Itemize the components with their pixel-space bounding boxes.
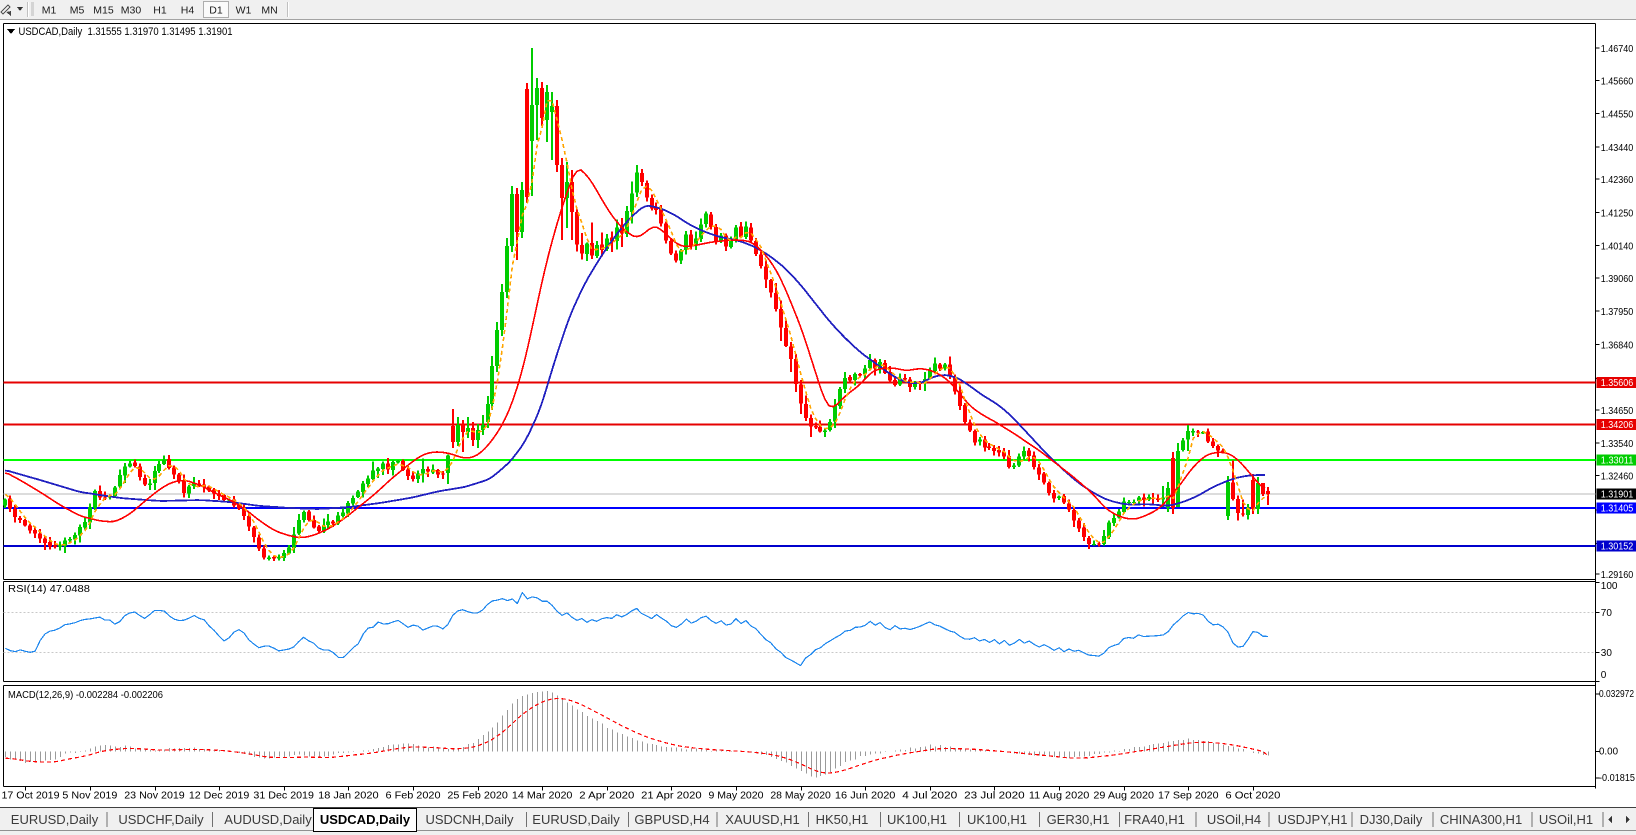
svg-text:9 May 2020: 9 May 2020: [709, 791, 764, 802]
svg-text:M30: M30: [121, 5, 142, 17]
svg-text:MN: MN: [261, 5, 277, 17]
svg-text:1.39060: 1.39060: [1601, 274, 1634, 285]
svg-text:1.31405: 1.31405: [1601, 504, 1634, 515]
svg-text:MACD(12,26,9) -0.002284 -0.002: MACD(12,26,9) -0.002284 -0.002206: [8, 690, 163, 701]
svg-text:21 Apr 2020: 21 Apr 2020: [641, 791, 702, 802]
svg-text:17 Sep 2020: 17 Sep 2020: [1158, 791, 1219, 802]
svg-text:30: 30: [1601, 648, 1613, 659]
svg-text:USOil,H1: USOil,H1: [1539, 812, 1593, 827]
svg-text:1.45660: 1.45660: [1601, 76, 1634, 87]
svg-text:UK100,H1: UK100,H1: [967, 812, 1027, 827]
svg-text:16 Jun 2020: 16 Jun 2020: [835, 791, 896, 802]
svg-text:11 Aug 2020: 11 Aug 2020: [1029, 791, 1090, 802]
svg-text:0.00: 0.00: [1599, 747, 1618, 758]
svg-text:1.33011: 1.33011: [1601, 456, 1634, 467]
svg-text:1.34206: 1.34206: [1601, 420, 1634, 431]
svg-text:AUDUSD,Daily: AUDUSD,Daily: [224, 812, 312, 827]
svg-text:1.40140: 1.40140: [1601, 242, 1634, 253]
svg-text:USOil,H4: USOil,H4: [1207, 812, 1261, 827]
svg-text:CHINA300,H1: CHINA300,H1: [1440, 812, 1522, 827]
svg-text:1.29160: 1.29160: [1601, 570, 1634, 581]
svg-text:28 May 2020: 28 May 2020: [770, 791, 831, 802]
svg-text:18 Jan 2020: 18 Jan 2020: [318, 791, 379, 802]
svg-text:23 Nov 2019: 23 Nov 2019: [124, 791, 185, 802]
svg-text:EURUSD,Daily: EURUSD,Daily: [11, 812, 99, 827]
svg-text:1.35606: 1.35606: [1601, 378, 1634, 389]
svg-text:H1: H1: [153, 5, 167, 17]
svg-text:M15: M15: [93, 5, 114, 17]
svg-text:6 Oct 2020: 6 Oct 2020: [1225, 791, 1280, 802]
svg-text:FRA40,H1: FRA40,H1: [1124, 812, 1185, 827]
svg-text:USDJPY,H1: USDJPY,H1: [1278, 812, 1348, 827]
svg-text:1.46740: 1.46740: [1601, 44, 1634, 55]
svg-text:0: 0: [1601, 670, 1607, 681]
svg-text:14 Mar 2020: 14 Mar 2020: [512, 791, 573, 802]
svg-text:USDCNH,Daily: USDCNH,Daily: [425, 812, 514, 827]
svg-text:31 Dec 2019: 31 Dec 2019: [253, 791, 314, 802]
svg-text:DJ30,Daily: DJ30,Daily: [1360, 812, 1423, 827]
svg-text:1.36840: 1.36840: [1601, 340, 1634, 351]
svg-text:1.44550: 1.44550: [1601, 110, 1634, 121]
svg-text:1.31901: 1.31901: [1601, 489, 1634, 500]
svg-text:1.41250: 1.41250: [1601, 208, 1634, 219]
svg-text:M1: M1: [42, 5, 57, 17]
svg-text:XAUUSD,H1: XAUUSD,H1: [725, 812, 799, 827]
svg-text:25 Feb 2020: 25 Feb 2020: [447, 791, 508, 802]
svg-text:6 Feb 2020: 6 Feb 2020: [386, 791, 441, 802]
svg-text:4 Jul 2020: 4 Jul 2020: [902, 791, 958, 802]
svg-text:M5: M5: [70, 5, 85, 17]
svg-text:17 Oct 2019: 17 Oct 2019: [2, 791, 60, 802]
svg-text:5 Nov 2019: 5 Nov 2019: [62, 791, 117, 802]
svg-text:1.33540: 1.33540: [1601, 439, 1634, 450]
svg-text:USDCAD,Daily 1.31555 1.31970: USDCAD,Daily 1.31555 1.31970 1.31495 1.3…: [19, 26, 233, 38]
svg-text:12 Dec 2019: 12 Dec 2019: [189, 791, 250, 802]
svg-text:1.42360: 1.42360: [1601, 175, 1634, 186]
svg-text:1.43440: 1.43440: [1601, 143, 1634, 154]
svg-text:GER30,H1: GER30,H1: [1047, 812, 1110, 827]
svg-text:H4: H4: [181, 5, 195, 17]
svg-text:EURUSD,Daily: EURUSD,Daily: [532, 812, 620, 827]
svg-text:USDCAD,Daily: USDCAD,Daily: [320, 812, 411, 827]
svg-text:D1: D1: [209, 5, 223, 17]
svg-text:100: 100: [1601, 581, 1618, 592]
svg-text:70: 70: [1601, 608, 1613, 619]
svg-text:USDCHF,Daily: USDCHF,Daily: [118, 812, 204, 827]
svg-text:0.032972: 0.032972: [1599, 689, 1634, 700]
svg-text:1.30152: 1.30152: [1601, 542, 1634, 553]
svg-text:HK50,H1: HK50,H1: [816, 812, 869, 827]
svg-text:23 Jul 2020: 23 Jul 2020: [964, 791, 1025, 802]
svg-text:2 Apr 2020: 2 Apr 2020: [579, 791, 634, 802]
svg-text:GBPUSD,H4: GBPUSD,H4: [634, 812, 709, 827]
svg-text:W1: W1: [236, 5, 252, 17]
svg-text:1.34650: 1.34650: [1601, 406, 1634, 417]
svg-text:UK100,H1: UK100,H1: [887, 812, 947, 827]
svg-text:RSI(14) 47.0488: RSI(14) 47.0488: [8, 584, 90, 595]
svg-text:-0.01815: -0.01815: [1599, 773, 1635, 784]
svg-text:29 Aug 2020: 29 Aug 2020: [1093, 791, 1154, 802]
svg-text:1.32460: 1.32460: [1601, 472, 1634, 483]
svg-text:1.37950: 1.37950: [1601, 307, 1634, 318]
